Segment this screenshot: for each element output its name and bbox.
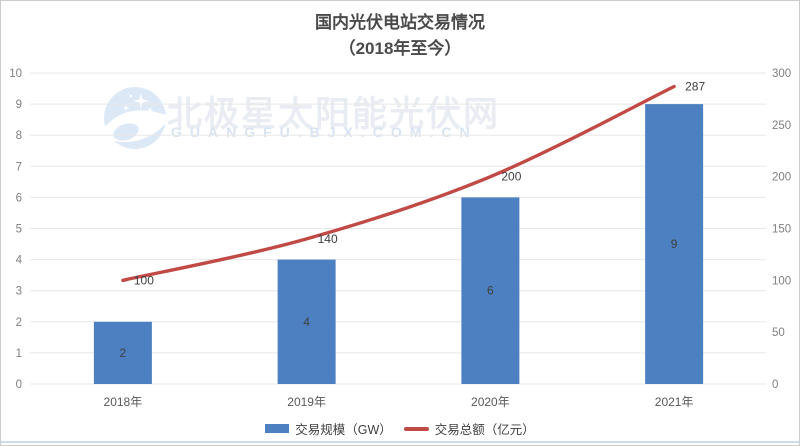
line-series xyxy=(121,84,676,283)
line-point-label: 140 xyxy=(318,232,338,246)
y-axis-left-tick: 8 xyxy=(16,130,22,142)
y-axis-left-tick: 3 xyxy=(16,286,22,298)
watermark-text-en: GUANGFU.BJX.COM.CN xyxy=(171,124,478,140)
watermark-text-cn: 北极星太阳能光伏网 xyxy=(167,95,501,134)
y-axis-right-tick: 100 xyxy=(772,275,791,287)
bar-label: 6 xyxy=(487,284,494,298)
bar-2020年 xyxy=(461,197,520,384)
x-axis-label: 2021年 xyxy=(655,395,694,409)
bar-label: 4 xyxy=(303,315,310,329)
y-axis-right-tick: 50 xyxy=(772,327,785,339)
y-axis-left-tick: 0 xyxy=(16,379,22,391)
chart-title-line2: （2018年至今） xyxy=(338,39,462,58)
x-axis-label: 2020年 xyxy=(471,395,510,409)
y-axis-left-tick: 5 xyxy=(16,224,22,236)
y-axis-left-tick: 2 xyxy=(16,317,22,329)
legend-item-line-series: 交易总额（亿元） xyxy=(403,419,535,438)
legend-item-bar-series: 交易规模（GW） xyxy=(265,419,392,438)
bar-2018年 xyxy=(93,321,152,384)
legend: 交易规模（GW） 交易总额（亿元） xyxy=(1,419,799,438)
y-axis-right-tick: 250 xyxy=(772,120,791,132)
y-axis-left-tick: 4 xyxy=(16,255,23,267)
legend-bar-swatch xyxy=(265,424,290,433)
legend-line-swatch xyxy=(403,426,429,431)
chart-title: 国内光伏电站交易情况 （2018年至今） xyxy=(1,10,799,62)
line-point-label: 100 xyxy=(134,273,154,287)
y-axis-right-tick: 0 xyxy=(772,379,778,391)
x-axis-label: 2019年 xyxy=(287,395,326,409)
bar-label: 2 xyxy=(120,346,127,360)
line-point-label: 200 xyxy=(501,170,521,184)
bar-2021年 xyxy=(645,104,704,384)
legend-line-label: 交易总额（亿元） xyxy=(434,423,535,437)
y-axis-left-tick: 9 xyxy=(16,99,22,111)
y-axis-right-tick: 200 xyxy=(772,172,791,184)
y-axis-left-tick: 7 xyxy=(16,161,22,173)
line-point-label: 287 xyxy=(685,79,705,93)
watermark-logo-icon xyxy=(104,87,166,149)
y-axis-right-tick: 150 xyxy=(772,224,791,236)
chart-title-line1: 国内光伏电站交易情况 xyxy=(315,13,485,32)
y-axis-left-tick: 6 xyxy=(16,192,22,204)
legend-bar-label: 交易规模（GW） xyxy=(295,423,392,437)
bar-2019年 xyxy=(277,259,336,384)
y-axis-left-tick: 1 xyxy=(16,348,22,360)
bar-label: 9 xyxy=(671,237,678,251)
y-axis-left-tick: 10 xyxy=(9,68,22,80)
bottom-accent-line xyxy=(1,441,799,443)
y-axis-right-tick: 300 xyxy=(772,68,791,80)
x-axis-label: 2018年 xyxy=(104,395,143,409)
